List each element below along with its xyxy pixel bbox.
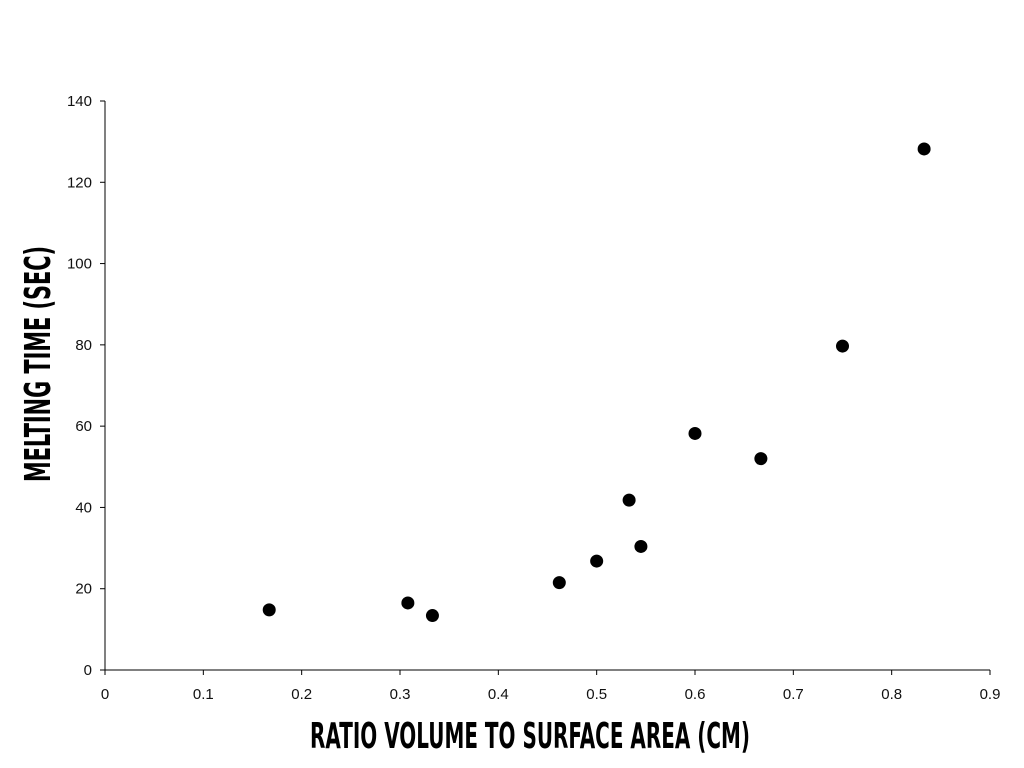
y-tick-label: 20 <box>75 581 92 598</box>
data-points <box>262 142 931 623</box>
data-point <box>634 539 648 553</box>
x-axis-ticks: 0 0.1 0.2 0.3 0.4 0.5 0.6 0.7 0.8 0.9 <box>101 670 1001 703</box>
x-tick-label: 0.4 <box>488 686 509 703</box>
x-tick-label: 0.1 <box>193 686 214 703</box>
data-point <box>401 596 415 610</box>
x-tick-label: 0.6 <box>685 686 706 703</box>
y-tick-label: 60 <box>75 418 92 435</box>
axes <box>104 101 990 671</box>
y-axis-title: MELTING TIME (SEC) <box>18 246 59 482</box>
x-tick-label: 0.9 <box>980 686 1001 703</box>
data-point <box>552 576 566 590</box>
data-point <box>754 452 768 466</box>
data-point <box>262 603 276 617</box>
y-tick-label: 120 <box>67 174 92 191</box>
x-axis-title: RATIO VOLUME TO SURFACE AREA (CM) <box>310 716 750 757</box>
y-tick-label: 40 <box>75 499 92 516</box>
x-tick-label: 0.7 <box>783 686 804 703</box>
data-point <box>622 493 636 507</box>
x-tick-label: 0.5 <box>586 686 607 703</box>
y-axis-ticks: 0 20 40 60 80 100 120 140 <box>67 93 105 679</box>
data-point <box>688 426 702 440</box>
y-tick-label: 100 <box>67 256 92 273</box>
x-tick-label: 0.3 <box>390 686 411 703</box>
y-tick-label: 140 <box>67 93 92 110</box>
data-point <box>425 609 439 623</box>
x-tick-label: 0 <box>101 686 109 703</box>
data-point <box>590 554 604 568</box>
data-point <box>836 339 849 353</box>
y-tick-label: 0 <box>84 662 92 679</box>
y-tick-label: 80 <box>75 337 92 354</box>
data-point <box>917 142 931 156</box>
x-tick-label: 0.2 <box>291 686 312 703</box>
x-tick-label: 0.8 <box>881 686 902 703</box>
